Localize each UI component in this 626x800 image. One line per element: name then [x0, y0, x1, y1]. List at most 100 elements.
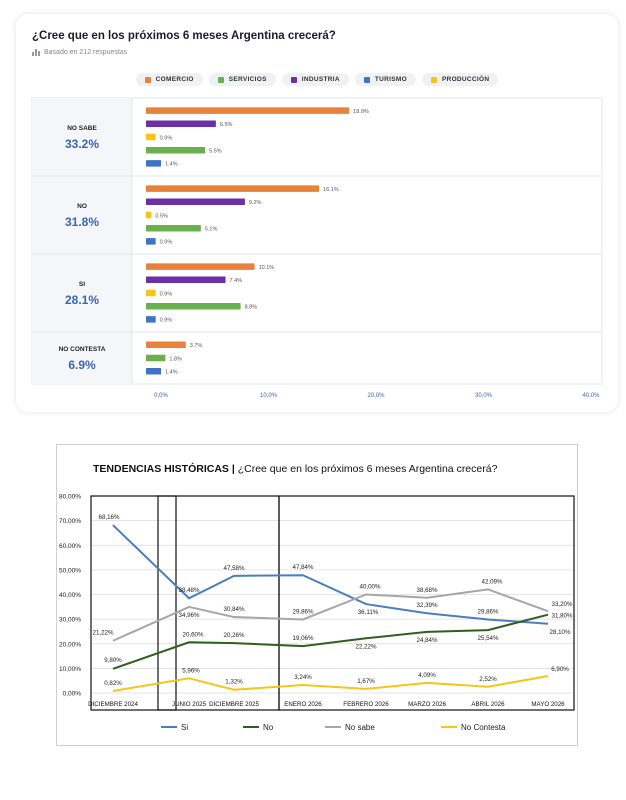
- data-label: 22,22%: [356, 643, 377, 650]
- bar: [146, 263, 255, 270]
- bar-value-label: 9.2%: [249, 200, 262, 206]
- label-column-bg: [32, 98, 132, 384]
- data-label: 20,60%: [183, 631, 204, 638]
- bar-value-label: 5.1%: [205, 226, 218, 232]
- legend-swatch: [144, 76, 151, 83]
- data-label: 68,16%: [99, 514, 120, 521]
- legend-item: COMERCIO: [135, 73, 203, 86]
- bar: [146, 146, 206, 154]
- y-tick-label: 70,00%: [59, 518, 81, 525]
- x-tick-label: 40,0%: [582, 393, 600, 399]
- series-line: [112, 675, 549, 692]
- period-box-2026: [278, 495, 575, 711]
- x-tick-label: MARZO 2026: [408, 701, 446, 708]
- data-label: 19,06%: [293, 635, 314, 642]
- data-label: 36,11%: [358, 609, 379, 616]
- x-tick-label: 30,0%: [475, 393, 493, 399]
- legend-item: INDUSTRIA: [281, 73, 349, 86]
- bar-chart-subtitle: Basado en 212 respuestas: [32, 48, 127, 56]
- line-chart-plot: TENDENCIAS HISTÓRICAS | ¿Cree que en los…: [59, 462, 575, 732]
- data-label: 6,90%: [551, 666, 569, 673]
- data-label: 9,80%: [104, 657, 122, 664]
- group-label: NO SABE: [67, 125, 97, 132]
- y-tick-label: 0,00%: [63, 691, 82, 698]
- legend-swatch: [363, 76, 370, 83]
- y-tick-label: 60,00%: [59, 543, 81, 550]
- legend-label: PRODUCCIÓN: [441, 76, 490, 83]
- x-tick-label: DICIEMBRE 2024: [88, 701, 138, 708]
- x-tick-label: JUNIO 2025: [172, 701, 207, 708]
- legend-label: TURISMO: [374, 76, 407, 83]
- data-label: 4,09%: [418, 672, 436, 679]
- data-label: 40,00%: [360, 584, 381, 591]
- group-total: 6.9%: [68, 358, 96, 372]
- bar-value-label: 18.9%: [353, 109, 369, 115]
- bar: [146, 160, 162, 167]
- bar: [146, 133, 156, 141]
- bar-value-label: 1.8%: [169, 356, 182, 362]
- data-label: 42,09%: [482, 578, 503, 585]
- group-total: 31.8%: [65, 215, 99, 229]
- bar-value-label: 8.8%: [245, 304, 258, 310]
- data-label: 29,86%: [293, 608, 314, 615]
- bar: [146, 316, 156, 323]
- legend-label: INDUSTRIA: [301, 76, 340, 83]
- data-label: 29,86%: [478, 608, 499, 615]
- y-tick-label: 20,00%: [59, 641, 81, 648]
- data-label: 34,96%: [179, 612, 200, 619]
- x-tick-label: FEBRERO 2026: [343, 701, 389, 708]
- data-label: 20,26%: [224, 632, 245, 639]
- line-chart-title-bold: TENDENCIAS HISTÓRICAS |: [93, 462, 238, 475]
- x-tick-label: 0,0%: [154, 393, 168, 399]
- group-label: SI: [79, 281, 85, 288]
- x-tick-label: MAYO 2026: [531, 701, 565, 708]
- bar-value-label: 10.1%: [259, 265, 275, 271]
- bar: [146, 107, 350, 114]
- legend-label: SERVICIOS: [228, 76, 267, 83]
- legend-item: PRODUCCIÓN: [421, 73, 499, 86]
- bar-value-label: 0.9%: [160, 291, 173, 297]
- data-label: 25,54%: [478, 635, 499, 642]
- data-label: 32,39%: [417, 602, 438, 609]
- data-label: 3,24%: [294, 674, 312, 681]
- period-box-2024: [90, 495, 177, 711]
- bar-value-label: 1.4%: [165, 162, 178, 168]
- bar: [146, 367, 162, 375]
- data-label: 2,52%: [479, 676, 497, 683]
- data-label: 47,58%: [224, 565, 245, 572]
- bar-value-label: 0.9%: [160, 135, 173, 141]
- legend-label: No Contesta: [461, 723, 506, 732]
- series-line: [112, 588, 549, 642]
- legend-label: Si: [181, 723, 188, 732]
- legend-label: No: [263, 723, 274, 732]
- bar: [146, 224, 201, 232]
- bar-chart-icon: [32, 49, 40, 56]
- legend-swatch: [217, 76, 224, 83]
- line-chart-title-rest: ¿Cree que en los próximos 6 meses Argent…: [238, 463, 498, 475]
- data-label: 24,84%: [417, 637, 438, 644]
- bar: [146, 198, 245, 206]
- bar-value-label: 0.5%: [155, 213, 168, 219]
- data-label: 38,68%: [417, 587, 438, 594]
- bar-chart-legend: COMERCIO SERVICIOS INDUSTRIA TURISMO PRODUCC…: [16, 73, 618, 86]
- x-tick-label: DICIEMBRE 2025: [209, 701, 259, 708]
- bar-chart-title: ¿Cree que en los próximos 6 meses Argent…: [32, 30, 336, 42]
- bar: [146, 276, 226, 284]
- data-label: 21,22%: [93, 630, 114, 637]
- x-tick-label: 10,0%: [260, 393, 278, 399]
- data-label: 1,32%: [225, 679, 243, 686]
- y-tick-label: 80,00%: [59, 494, 81, 501]
- x-tick-label: ABRIL 2026: [471, 701, 505, 708]
- x-tick-label: ENERO 2026: [284, 701, 322, 708]
- data-label: 33,20%: [552, 601, 573, 608]
- group-label: NO: [77, 203, 87, 210]
- series-line: [112, 524, 549, 625]
- bar-value-label: 16.1%: [323, 187, 339, 193]
- bar: [146, 238, 156, 245]
- bar-value-label: 3.7%: [190, 343, 203, 349]
- data-label: 31,80%: [552, 613, 573, 620]
- data-label: 0,82%: [104, 680, 122, 687]
- bar-value-label: 5.5%: [209, 148, 222, 154]
- data-label: 30,84%: [224, 606, 245, 613]
- bar-value-label: 0.9%: [160, 318, 173, 324]
